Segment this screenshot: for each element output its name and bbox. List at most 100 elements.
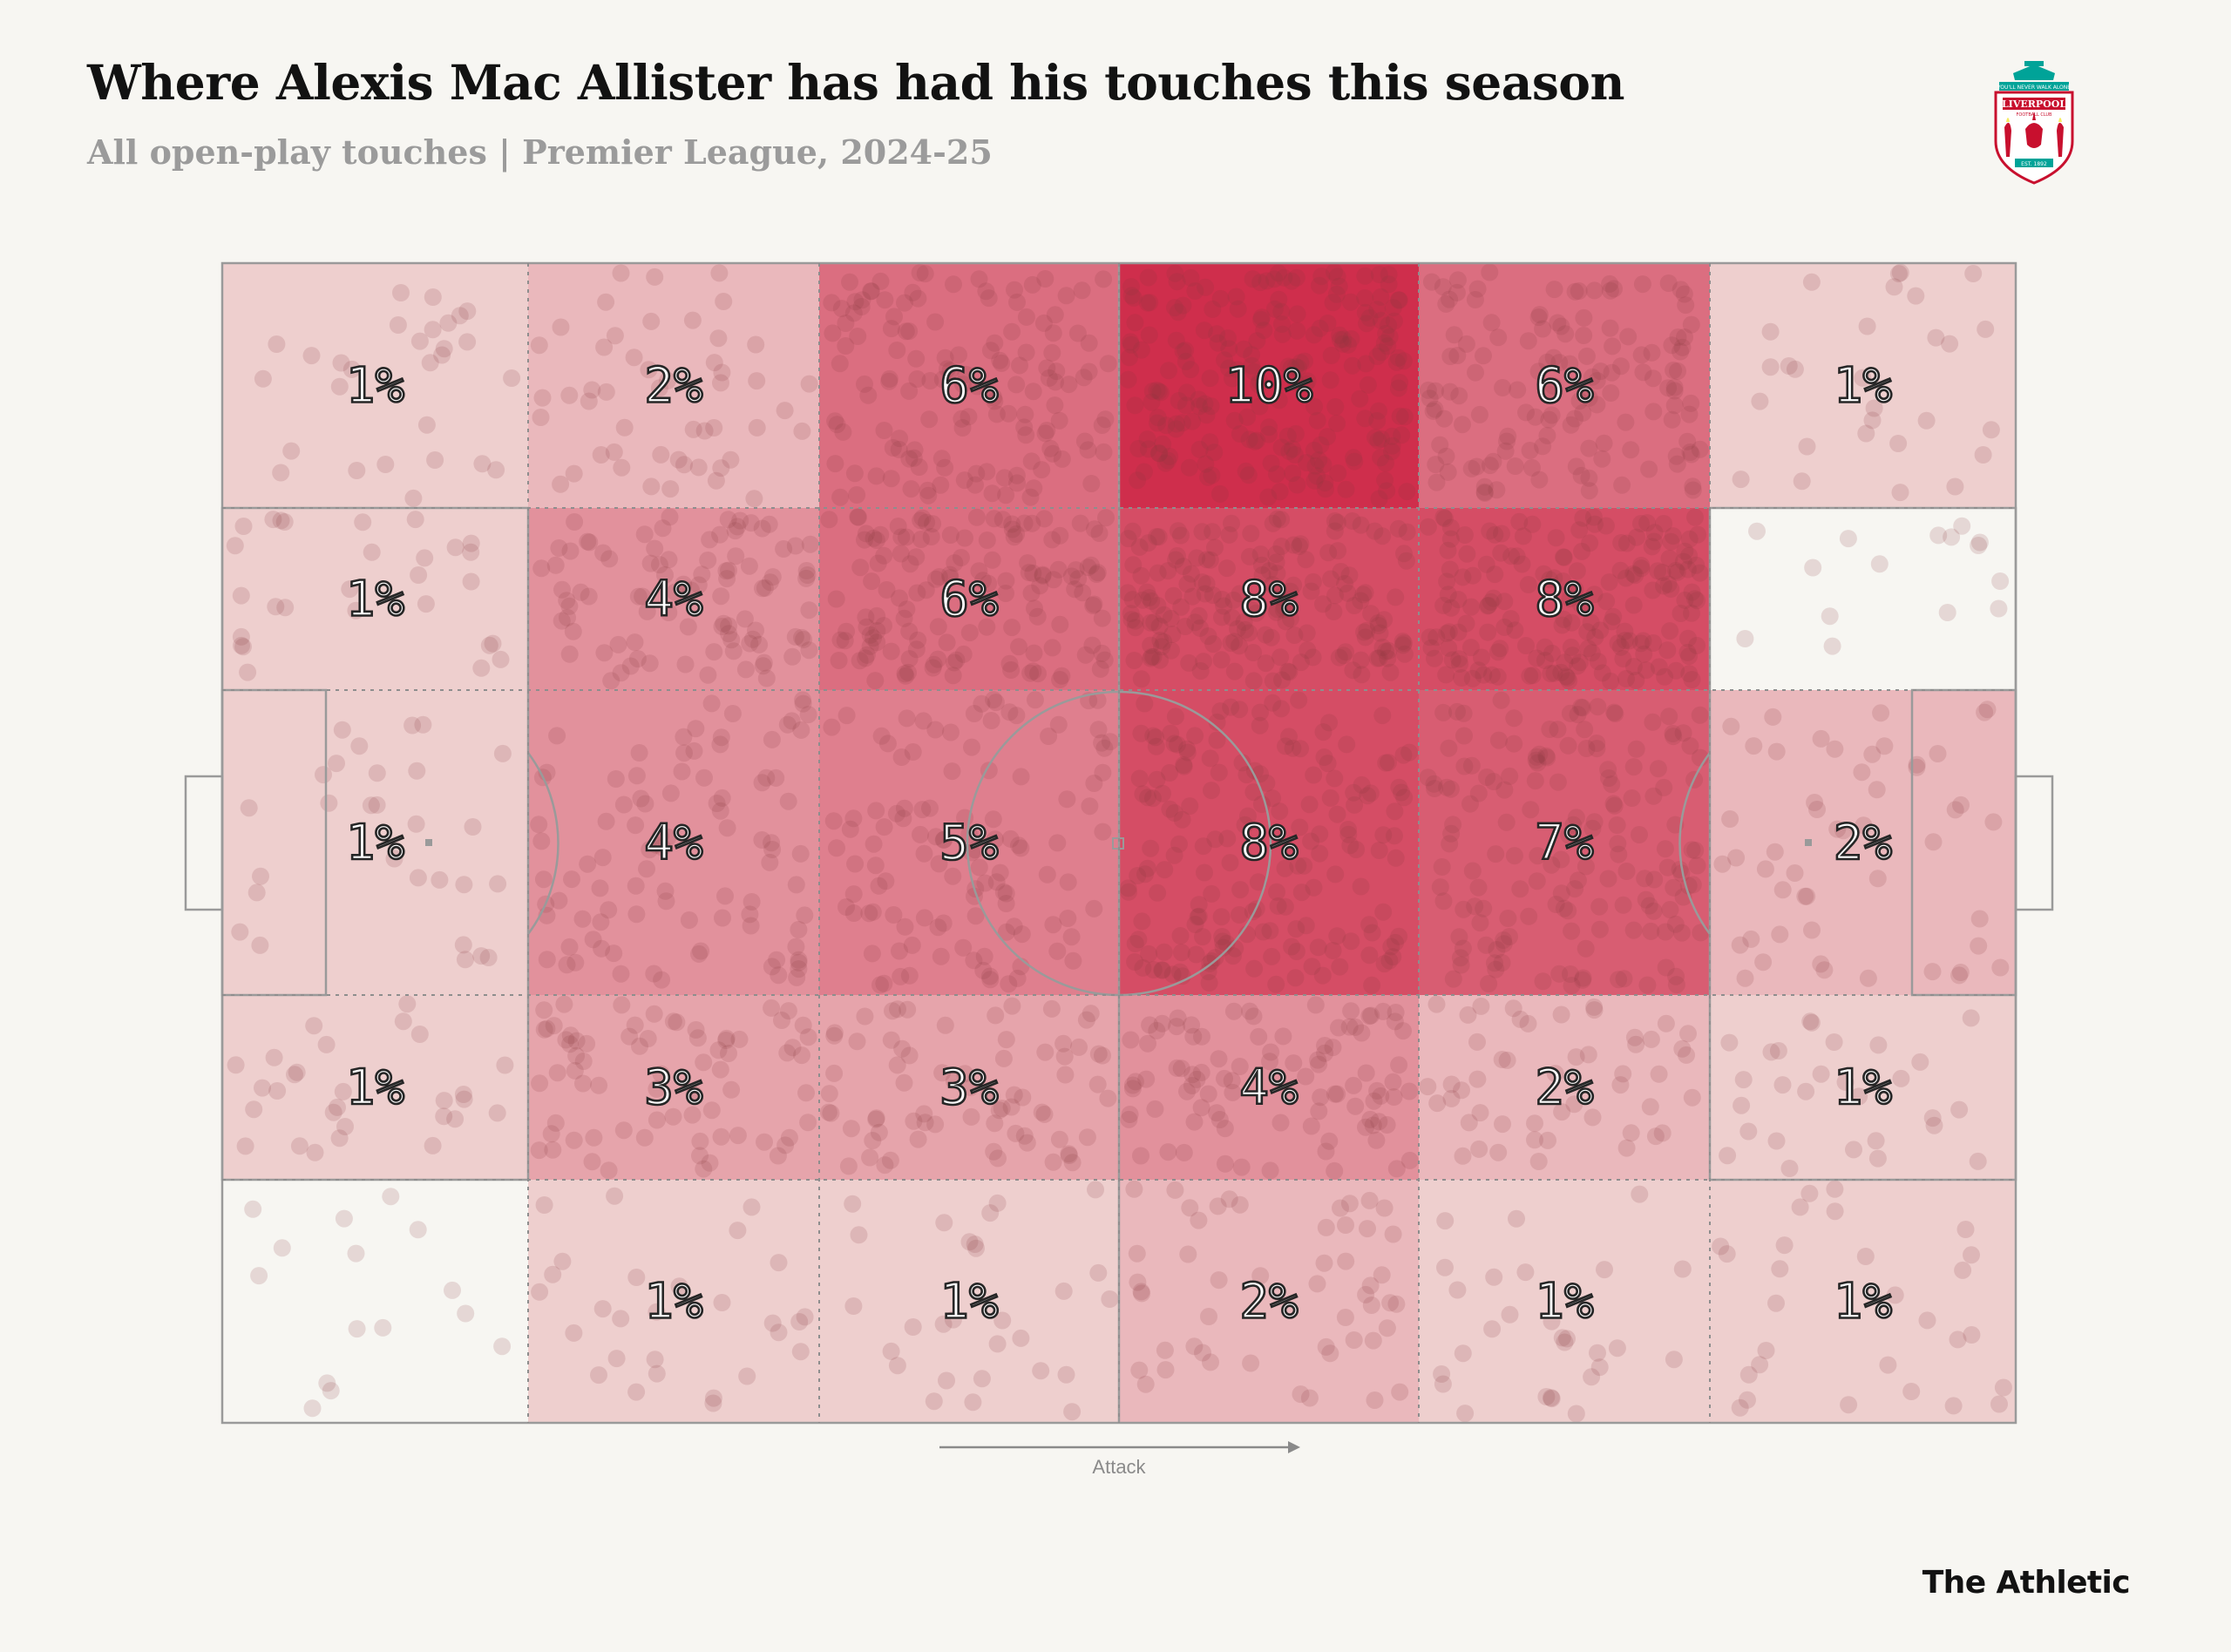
touch-dot (790, 951, 808, 969)
touch-dot (1472, 997, 1490, 1015)
touch-dot (776, 1136, 795, 1154)
touch-dot (1470, 405, 1488, 423)
touch-dot (660, 604, 678, 621)
touch-dot (1231, 1058, 1249, 1075)
touch-dot (597, 293, 615, 311)
touch-dot (563, 870, 580, 889)
touch-dot (1593, 664, 1611, 682)
touch-dot (1509, 381, 1527, 399)
touch-dot (1342, 932, 1360, 951)
touch-dot (1641, 1098, 1659, 1116)
touch-dot (1387, 1160, 1406, 1178)
touch-dot (1815, 961, 1834, 979)
touch-dot (1982, 421, 2000, 439)
touch-dot (1268, 510, 1286, 528)
right-goal (2014, 775, 2054, 911)
touch-dot (1345, 783, 1363, 802)
touch-dot (865, 629, 882, 647)
touch-dot (1302, 582, 1320, 600)
touch-dot (1627, 740, 1645, 758)
touch-dot (1553, 1329, 1571, 1347)
touch-dot (1002, 1098, 1021, 1116)
touch-dot (846, 293, 865, 311)
touch-dot (1826, 740, 1844, 758)
touch-dot (1567, 457, 1585, 476)
heatmap-cell (819, 508, 1119, 690)
touch-dot (1288, 305, 1306, 323)
touch-dot (997, 572, 1015, 590)
touch-dot (1299, 372, 1317, 390)
touch-dot (1526, 772, 1544, 790)
touch-dot (1339, 821, 1357, 838)
touch-dot (1589, 653, 1607, 671)
touch-dot (880, 372, 899, 390)
touch-dot (1280, 663, 1299, 681)
touch-dot (1721, 810, 1739, 828)
touch-dot (868, 606, 886, 625)
touch-dot (1543, 644, 1561, 662)
touch-dot (935, 830, 953, 849)
touch-dot (1438, 778, 1456, 796)
touch-dot (984, 810, 1002, 829)
touch-dot (1812, 1065, 1830, 1083)
touch-dot (1264, 514, 1282, 532)
touch-dot (1005, 1086, 1023, 1104)
touch-dot (1089, 1045, 1108, 1063)
touch-dot (648, 1080, 666, 1098)
touch-dot (1322, 347, 1340, 364)
touch-dot (676, 655, 695, 674)
touch-dot (936, 458, 954, 477)
touch-dot (944, 1310, 962, 1329)
touch-dot (1427, 628, 1446, 647)
touch-dot (1188, 549, 1206, 567)
touch-dot (1547, 529, 1565, 547)
touch-dot (648, 836, 665, 854)
touch-dot (1272, 438, 1291, 457)
touch-dot (967, 1239, 985, 1257)
touch-dot (853, 291, 871, 309)
touch-dot (1645, 524, 1664, 542)
touch-dot (1612, 534, 1631, 552)
touch-dot (1689, 525, 1707, 544)
touch-dot (826, 412, 844, 430)
touch-dot (1797, 1082, 1815, 1100)
touch-dot (1477, 936, 1495, 954)
touch-dot (1442, 824, 1461, 843)
touch-dot (820, 511, 838, 529)
touch-dot (1540, 410, 1558, 429)
touch-dot (561, 1026, 580, 1045)
touch-dot (1014, 1088, 1032, 1107)
touch-dot (1375, 611, 1394, 629)
touch-dot (1062, 928, 1081, 946)
touch-dot (822, 1104, 840, 1122)
touch-dot (1253, 566, 1271, 584)
touch-dot (797, 569, 816, 587)
touch-dot (454, 936, 472, 954)
touch-dot (1321, 1344, 1339, 1363)
touch-dot (590, 1366, 607, 1385)
touch-dot (1182, 565, 1200, 583)
touch-dot (1488, 481, 1506, 499)
touch-dot (1122, 287, 1141, 305)
touch-dot (1000, 703, 1019, 721)
touch-dot (1562, 638, 1580, 656)
touch-dot (1029, 665, 1047, 683)
touch-dot (981, 971, 1000, 989)
touch-dot (1577, 939, 1595, 958)
touch-dot (1944, 1397, 1963, 1415)
touch-dot (1632, 346, 1651, 364)
touch-dot (1969, 1152, 1987, 1170)
touch-dot (1450, 387, 1468, 405)
touch-dot (1197, 575, 1216, 593)
touch-dot (1170, 835, 1188, 853)
touch-dot (462, 572, 480, 591)
touch-dot (1560, 672, 1578, 690)
touch-dot (712, 1127, 730, 1146)
touch-dot (832, 300, 851, 318)
touch-dot (236, 1137, 254, 1155)
touch-dot (1172, 598, 1190, 616)
touch-dot (1380, 951, 1399, 970)
touch-dot (1143, 393, 1161, 411)
touch-dot (1638, 976, 1657, 994)
touch-dot (1247, 604, 1265, 622)
